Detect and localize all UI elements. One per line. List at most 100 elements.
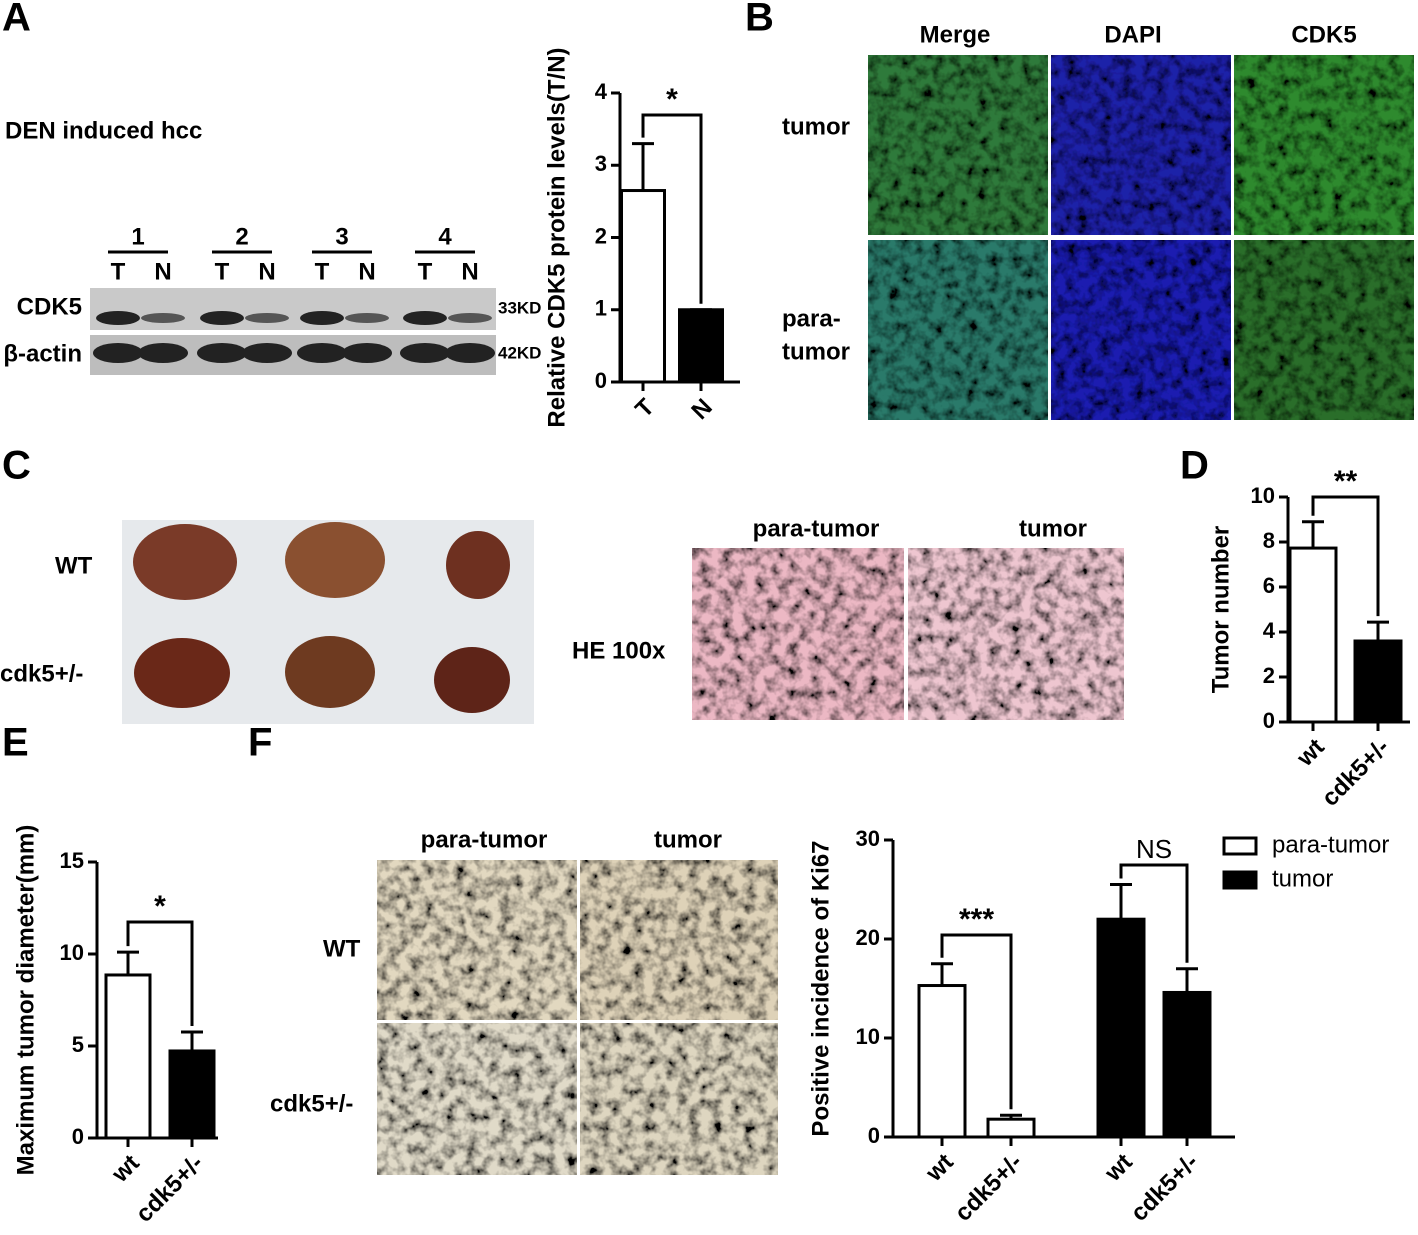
band	[96, 311, 140, 325]
if-image	[1234, 55, 1414, 235]
lane-group: 1	[131, 223, 144, 250]
significance-label: **	[1334, 465, 1358, 498]
y-tick-label: 10	[856, 1024, 880, 1049]
lane-label: N	[258, 258, 275, 285]
significance-bracket	[1119, 863, 1189, 963]
x-tick-label: cdk5+/-	[950, 1149, 1028, 1227]
x-tick-label: wt	[106, 1150, 145, 1189]
significance-bracket	[940, 933, 1013, 1110]
blot-title: DEN induced hcc	[5, 117, 202, 144]
x-tick-label: wt	[920, 1149, 959, 1188]
panel-label: B	[745, 0, 774, 40]
y-tick-label: 2	[1263, 663, 1275, 688]
column-label: para-tumor	[753, 515, 880, 542]
significance-label: NS	[1136, 834, 1172, 864]
significance-bracket	[126, 920, 194, 1027]
column-label: CDK5	[1291, 21, 1356, 48]
band	[448, 313, 492, 323]
significance-bracket	[641, 113, 703, 304]
blot-size: 42KD	[498, 343, 541, 362]
row-label: tumor	[782, 113, 850, 140]
y-tick-label: 3	[595, 151, 607, 176]
legend-swatch	[1222, 870, 1258, 890]
y-tick-label: 4	[595, 79, 608, 104]
ihc-image	[377, 1023, 577, 1175]
band	[445, 343, 495, 363]
lane-label: N	[154, 258, 171, 285]
row-label: cdk5+/-	[270, 1090, 353, 1117]
significance-label: *	[154, 890, 166, 923]
significance-bracket	[1311, 495, 1380, 617]
bar	[1288, 546, 1338, 724]
column-label: tumor	[1019, 515, 1087, 542]
liver	[434, 647, 510, 713]
bar	[678, 308, 724, 384]
blot-row-label: β-actin	[3, 340, 82, 367]
band	[297, 343, 347, 363]
if-images: Merge DAPI CDK5 tumor para- tumor	[782, 21, 1414, 420]
y-tick-label: 0	[595, 368, 607, 393]
x-tick-label: wt	[1291, 734, 1330, 773]
legend-swatch	[1222, 836, 1258, 856]
lane-group: 4	[438, 223, 452, 250]
y-tick-label: 8	[1263, 528, 1275, 553]
lane-label: N	[461, 258, 478, 285]
band	[197, 343, 247, 363]
y-tick-label: 15	[60, 848, 84, 873]
x-tick-label: cdk5+/-	[1317, 734, 1395, 812]
bar	[1162, 990, 1212, 1139]
column-label: Merge	[920, 21, 991, 48]
x-tick-label: cdk5+/-	[131, 1150, 209, 1228]
row-label: tumor	[782, 338, 850, 365]
bar	[620, 189, 666, 384]
ihc-image	[580, 860, 778, 1020]
row-label: para-	[782, 305, 841, 332]
lane-label: T	[315, 258, 330, 285]
liver	[133, 524, 237, 600]
row-label: WT	[323, 935, 361, 962]
he-label: HE 100x	[572, 637, 666, 664]
y-tick-label: 2	[595, 223, 607, 248]
lane-group: 3	[335, 223, 348, 250]
x-tick-label: wt	[1099, 1149, 1138, 1188]
bar	[1096, 917, 1146, 1139]
bar	[168, 1049, 216, 1140]
lane-label: T	[215, 258, 230, 285]
y-tick-label: 6	[1263, 573, 1275, 598]
band	[300, 311, 344, 325]
ihc-image	[377, 860, 577, 1020]
y-axis-label: Positive incidence of Ki67	[807, 840, 834, 1136]
band	[342, 343, 392, 363]
liver	[134, 638, 230, 708]
ihc-image	[580, 1023, 778, 1175]
significance-label: *	[666, 83, 678, 116]
bar	[104, 973, 152, 1140]
liver	[285, 636, 375, 708]
y-tick-label: 0	[868, 1123, 880, 1148]
x-tick-label: cdk5+/-	[1126, 1149, 1204, 1227]
y-tick-label: 0	[72, 1124, 84, 1149]
lane-label: N	[358, 258, 375, 285]
he-image	[692, 548, 904, 720]
if-image	[1051, 240, 1231, 420]
panel-label: F	[248, 721, 272, 765]
y-tick-label: 1	[595, 296, 607, 321]
band	[242, 343, 292, 363]
row-label: WT	[55, 552, 93, 579]
liver-photo: WT cdk5+/- para-tumor tumor HE 100x	[0, 515, 1124, 724]
y-axis-label: Maximum tumor diameter(mm)	[12, 825, 39, 1176]
if-image	[868, 55, 1048, 235]
legend-label: para-tumor	[1272, 831, 1389, 858]
y-tick-label: 20	[856, 925, 880, 950]
liver	[446, 531, 510, 599]
if-image	[1051, 55, 1231, 235]
bar	[1353, 639, 1403, 724]
lane-label: T	[111, 258, 126, 285]
panel-label: A	[2, 0, 31, 40]
y-tick-label: 30	[856, 826, 880, 851]
y-tick-label: 4	[1263, 618, 1276, 643]
column-label: DAPI	[1104, 21, 1161, 48]
significance-label: ***	[959, 903, 994, 936]
bar	[986, 1117, 1036, 1139]
lane-label: T	[418, 258, 433, 285]
